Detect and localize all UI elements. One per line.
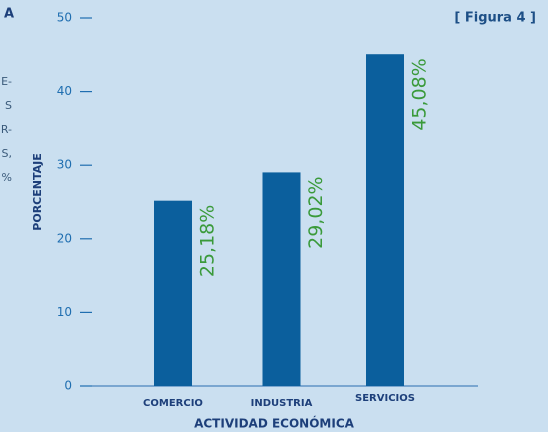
figure-label: [ Figura 4 ] — [454, 11, 536, 26]
y-tick-label: 10 — [57, 305, 72, 319]
side-text: S — [5, 99, 12, 112]
value-label: 25,18% — [197, 205, 219, 277]
side-text: % — [2, 171, 12, 184]
y-tick-label: 40 — [57, 84, 72, 98]
value-label: 45,08% — [409, 58, 431, 130]
y-tick-label: 50 — [57, 11, 72, 25]
bar — [366, 54, 404, 386]
x-tick-label: INDUSTRIA — [251, 398, 313, 409]
y-tick-label: 30 — [57, 158, 72, 172]
side-text: S, — [2, 147, 12, 160]
value-label: 29,02% — [305, 176, 327, 248]
y-tick-label: 20 — [57, 231, 72, 245]
bar — [262, 172, 301, 386]
bar — [154, 200, 192, 386]
y-axis-label: PORCENTAJE — [31, 153, 44, 230]
x-tick-label: SERVICIOS — [355, 393, 415, 404]
y-tick-label: 0 — [64, 379, 72, 393]
side-text: R- — [1, 123, 12, 136]
x-axis-label: ACTIVIDAD ECONÓMICA — [194, 416, 355, 431]
side-text: E- — [1, 75, 12, 88]
side-text: A — [4, 7, 14, 22]
x-tick-label: COMERCIO — [143, 398, 203, 409]
